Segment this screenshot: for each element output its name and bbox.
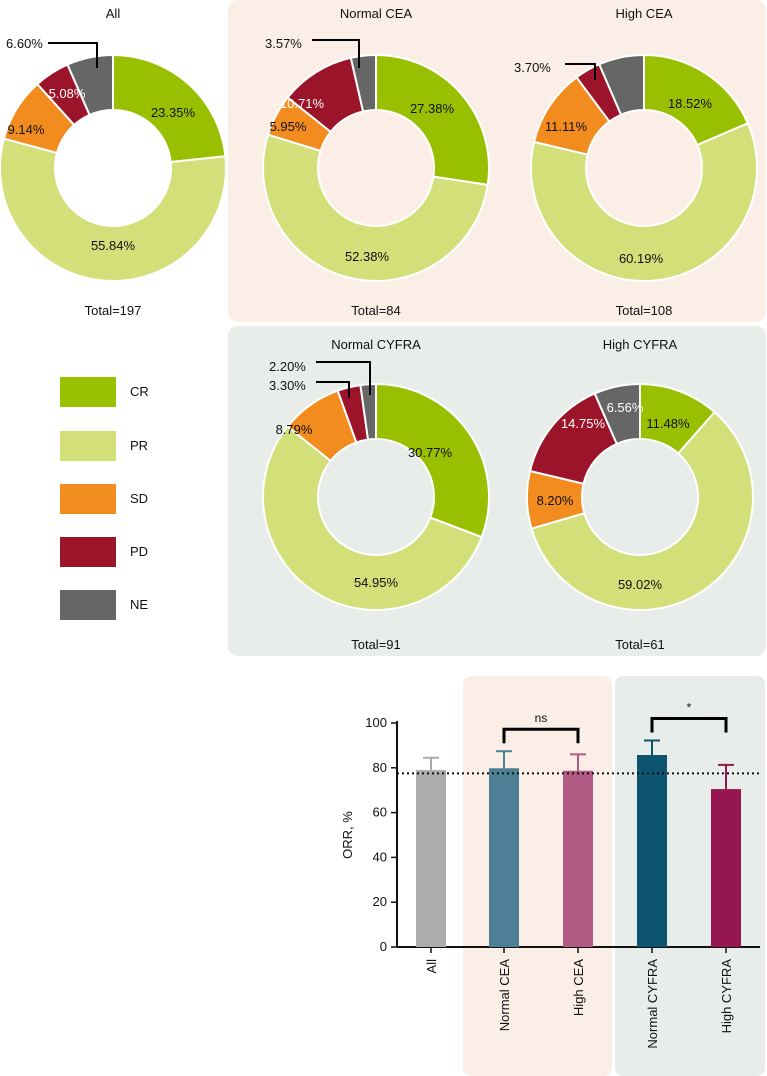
pie-label-pr: 55.84% (91, 238, 136, 253)
bar-all (416, 770, 446, 947)
pie-label-sd: 9.14% (8, 122, 45, 137)
comparison-bracket (650, 716, 728, 733)
legend-label-pr: PR (130, 438, 149, 453)
y-tick-label: 20 (373, 894, 387, 909)
bar-high-cyfra (711, 789, 741, 947)
comparison-label: * (687, 700, 692, 714)
pie-slice-ne (593, 382, 641, 446)
callout-line-pd (565, 63, 596, 80)
comparison-bracket (502, 727, 580, 744)
x-tick-label-normal-cyfra: Normal CYFRA (645, 959, 660, 1049)
pie-label-sd: 8.79% (276, 422, 313, 437)
y-axis-label: ORR, % (340, 811, 355, 859)
pie-label-cr: 23.35% (151, 105, 196, 120)
pie-title-normal-cea: Normal CEA (339, 6, 413, 21)
pie-label-ne: 2.20% (269, 359, 306, 374)
y-tick-label: 40 (373, 849, 387, 864)
pie-label-pd: 3.30% (269, 378, 306, 393)
pie-normal-cyfra: 30.77% 54.95% 8.79% 2.20% 3.30% (262, 359, 490, 611)
legend-swatch-cr (60, 377, 116, 407)
pie-total-normal-cea: Total=84 (351, 303, 401, 318)
pie-slice-ne (597, 53, 645, 117)
y-tick-label: 60 (373, 805, 387, 820)
pie-slice-cr (375, 53, 490, 186)
x-tick-label-high-cyfra: High CYFRA (719, 959, 734, 1034)
pie-title-high-cyfra: High CYFRA (602, 337, 678, 352)
y-tick-label: 80 (373, 760, 387, 775)
pie-label-cr: 11.48% (646, 416, 690, 431)
pie-label-ne: 6.60% (6, 36, 43, 51)
pie-slice-pr (530, 121, 758, 282)
pie-total-normal-cyfra: Total=91 (351, 637, 401, 652)
legend-label-cr: CR (130, 384, 149, 399)
x-tick-label-high-cea: High CEA (571, 959, 586, 1016)
pie-label-cr: 30.77% (408, 445, 453, 460)
callout-line-ne (48, 42, 98, 68)
legend-swatch-ne (60, 590, 116, 620)
pie-label-sd: 5.95% (270, 119, 307, 134)
pie-label-pd: 3.70% (514, 60, 551, 75)
pie-label-ne: 3.57% (265, 36, 302, 51)
pie-label-sd: 11.11% (545, 119, 588, 134)
pie-label-pr: 60.19% (619, 251, 664, 266)
pie-title-high-cea: High CEA (615, 6, 673, 21)
pie-high-cyfra: 11.48% 59.02% 8.20% 14.75%6.56% (526, 382, 754, 611)
pie-total-all: Total=197 (84, 303, 142, 318)
y-tick-label: 100 (365, 715, 387, 730)
bar-chart: 0 20 40 60 80 100 ORR, % All Normal CEA High CEA N… (340, 700, 760, 1049)
pie-title-all: All (105, 6, 121, 21)
pie-label-pd: 5.08% (49, 86, 86, 101)
pie-title-normal-cyfra: Normal CYFRA (331, 337, 421, 352)
pie-slice-ne (359, 382, 377, 441)
pie-slice-pr (262, 133, 489, 282)
legend-label-pd: PD (130, 544, 149, 559)
pie-slice-cr (112, 53, 227, 164)
pie-slice-pr (0, 137, 227, 282)
pie-slice-cr (375, 382, 490, 539)
bar-normal-cyfra (637, 755, 667, 947)
callout-line-ne (316, 361, 371, 395)
pie-label-pr: 54.95% (354, 575, 399, 590)
pie-total-high-cea: Total=108 (615, 303, 673, 318)
pie-label-pd: 10.71% (280, 96, 325, 111)
pie-all: 23.35% 55.84% 9.14% 5.08% 6.60% (0, 36, 227, 282)
bar-high-cea (563, 770, 593, 947)
pie-label-ne: 6.56% (607, 400, 644, 415)
comparison-label: ns (535, 711, 548, 725)
pie-total-high-cyfra: Total=61 (615, 637, 665, 652)
bar-normal-cea (489, 768, 519, 947)
legend-label-ne: NE (130, 597, 149, 612)
callout-line-ne (312, 39, 360, 68)
x-tick-label-all: All (424, 959, 439, 974)
legend-swatch-sd (60, 484, 116, 514)
x-tick-label-normal-cea: Normal CEA (497, 959, 512, 1032)
callout-line-pd (316, 381, 350, 398)
legend-swatch-pd (60, 537, 116, 567)
pie-slice-ne (66, 53, 114, 117)
pie-slice-pr (530, 410, 754, 611)
pie-high-cea: 18.52% 60.19% 11.11% 3.70% (514, 53, 758, 282)
legend-label-sd: SD (130, 491, 149, 506)
pie-slice-pr (262, 425, 483, 611)
pie-label-sd: 8.20% (537, 493, 574, 508)
pie-label-pr: 52.38% (345, 249, 390, 264)
legend-swatch-pr (60, 431, 116, 461)
pie-label-pr: 59.02% (618, 577, 663, 592)
y-tick-label: 0 (380, 939, 387, 954)
pie-label-cr: 18.52% (668, 96, 713, 111)
pie-normal-cea: 27.38% 52.38% 5.95% 10.71% 3.57% (262, 36, 490, 282)
pie-label-pd: 14.75% (561, 416, 606, 431)
pie-label-cr: 27.38% (410, 101, 455, 116)
